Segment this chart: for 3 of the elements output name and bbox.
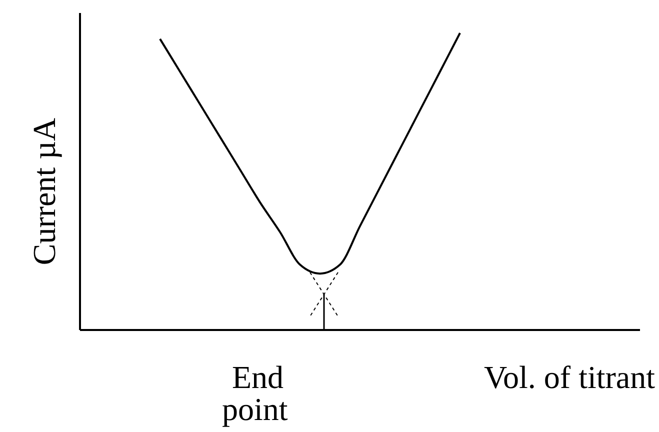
x-axis-title: Vol. of titrant (484, 359, 656, 395)
y-axis-title: Current µA (26, 118, 62, 266)
text: End point (222, 359, 288, 427)
